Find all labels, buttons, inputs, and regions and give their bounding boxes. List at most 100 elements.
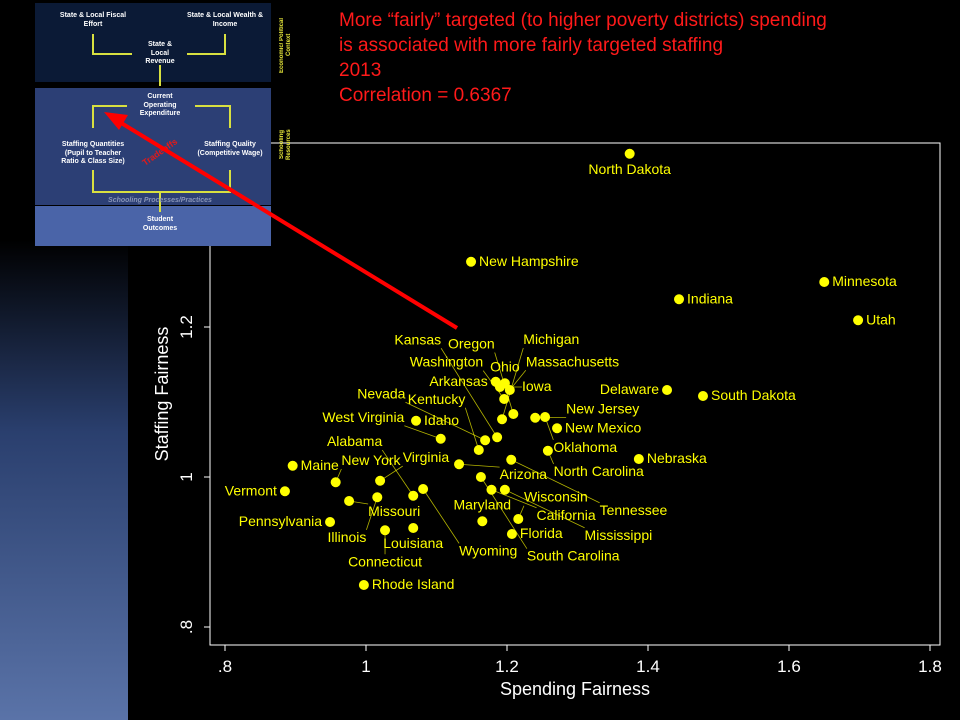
point-marker	[853, 315, 864, 326]
slide-title: More “fairly” targeted (to higher povert…	[339, 8, 827, 108]
point-marker	[380, 525, 391, 536]
point-marker	[530, 412, 541, 423]
point-label: Louisiana	[383, 535, 443, 551]
point-label: North Carolina	[554, 463, 644, 479]
point-label: New Mexico	[565, 419, 641, 435]
point-marker	[552, 423, 563, 434]
point-marker	[372, 492, 383, 503]
point-marker	[540, 412, 551, 422]
data-point: Vermont	[225, 482, 290, 498]
point-marker	[486, 484, 497, 495]
point-label: Minnesota	[832, 273, 897, 289]
point-marker	[325, 517, 336, 527]
point-label: Maryland	[454, 496, 512, 512]
plot-frame	[209, 142, 941, 646]
data-point: Nebraska	[633, 450, 707, 466]
point-marker	[513, 514, 524, 524]
point-label: Nevada	[357, 385, 405, 401]
point-label: Kentucky	[408, 391, 466, 407]
label-leader-line	[501, 347, 524, 420]
point-marker	[497, 414, 508, 425]
correlation-text: Correlation = 0.6367	[339, 85, 512, 106]
data-point: Delaware	[600, 381, 673, 397]
fiscal-effort-node: State & Local Fiscal Effort	[59, 12, 127, 28]
data-point: New York	[330, 452, 402, 488]
outcomes-node: Student Outcomes	[142, 216, 178, 232]
point-label: Wisconsin	[524, 489, 588, 505]
data-point: Florida	[506, 525, 563, 541]
point-label: Indiana	[687, 290, 733, 306]
label-leader-line	[491, 489, 537, 509]
point-label: Mississippi	[585, 527, 653, 543]
x-tick-label: 1.6	[777, 657, 801, 676]
data-point: Wisconsin	[513, 489, 588, 524]
data-point: North Carolina	[542, 445, 644, 479]
data-point: Washington	[410, 354, 510, 404]
title-line: 2013	[339, 60, 382, 81]
point-label: Oklahoma	[553, 439, 617, 455]
point-label: Pennsylvania	[239, 513, 322, 529]
data-point: Louisiana	[383, 523, 443, 551]
point-label: New Jersey	[566, 400, 639, 416]
data-point: Wyoming	[418, 484, 517, 558]
processes-label: Schooling Processes/Practices	[108, 197, 212, 204]
point-label: Arkansas	[429, 373, 487, 389]
x-tick-label: 1.4	[636, 657, 660, 676]
data-point: New Mexico	[552, 419, 642, 435]
data-point: Virginia	[375, 449, 449, 486]
label-leader-line	[404, 425, 441, 440]
label-leader-line	[511, 459, 600, 504]
point-marker	[287, 460, 298, 471]
data-point: Idaho	[411, 412, 459, 428]
economic-context-panel	[35, 3, 271, 82]
x-tick-label: 1.8	[918, 657, 942, 676]
data-point: Indiana	[674, 290, 733, 306]
resources-side-label: Schooling Resources	[279, 129, 292, 161]
point-label: New Hampshire	[479, 253, 579, 269]
data-point: Arizona	[454, 459, 547, 482]
data-point: North Dakota	[588, 148, 671, 177]
point-marker	[819, 277, 830, 287]
point-marker	[435, 433, 446, 444]
y-tick-label: 1	[177, 472, 196, 481]
point-marker	[344, 496, 355, 506]
point-marker	[408, 490, 419, 501]
data-points: North Dakota New Hampshire Indiana Nebraska…	[225, 148, 897, 592]
point-label: South Carolina	[527, 548, 620, 564]
data-point: Massachusetts	[504, 353, 619, 395]
point-marker	[492, 432, 503, 443]
point-label: Massachusetts	[526, 353, 619, 369]
data-point: Mississippi	[499, 484, 653, 543]
data-point: South Carolina	[475, 472, 620, 564]
data-point: Pennsylvania	[239, 513, 336, 529]
point-label: Maine	[301, 457, 339, 473]
x-tick-label: 1.2	[495, 657, 519, 676]
point-marker	[454, 459, 465, 470]
point-marker	[375, 475, 386, 486]
point-label: Vermont	[225, 482, 277, 498]
y-tick-label: .8	[177, 620, 196, 634]
point-label: Ohio	[490, 358, 520, 374]
point-marker	[418, 484, 429, 494]
revenue-node: State & Local Revenue	[145, 41, 175, 65]
title-line: More “fairly” targeted (to higher povert…	[339, 10, 827, 31]
context-side-label: Economic/ Political Context	[279, 17, 292, 73]
y-axis: .8 1 1.2	[177, 315, 210, 634]
data-point: Missouri	[344, 496, 420, 519]
point-label: Idaho	[424, 412, 459, 428]
data-point: West Virginia	[322, 409, 446, 444]
point-label: Nebraska	[647, 450, 707, 466]
expenditure-node: Current Operating Expenditure	[139, 93, 181, 117]
point-label: Illinois	[328, 529, 367, 545]
point-label: Delaware	[600, 381, 659, 397]
data-point: Oregon	[448, 335, 519, 419]
point-marker	[466, 256, 477, 267]
data-point: Minnesota	[819, 273, 897, 289]
data-point: Connecticut	[348, 525, 422, 569]
data-point: Michigan	[497, 331, 579, 425]
data-point: New Hampshire	[466, 253, 579, 269]
label-leader-line	[459, 463, 500, 468]
point-label: Wyoming	[459, 542, 517, 558]
point-label: Rhode Island	[372, 576, 455, 592]
